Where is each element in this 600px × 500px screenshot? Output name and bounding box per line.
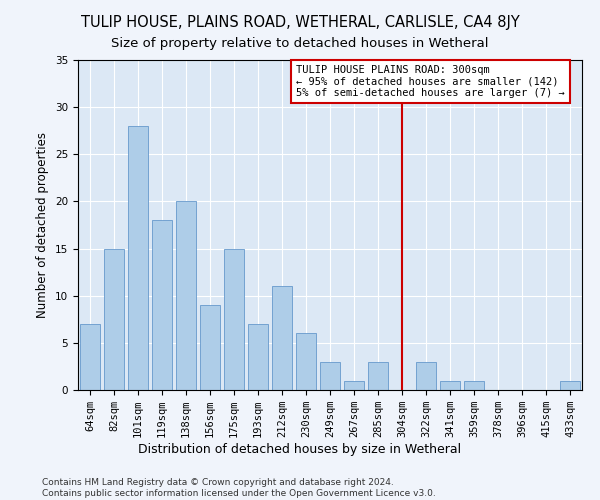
Bar (152, 220, 172, 390)
Bar (200, 305, 220, 390)
Bar (344, 380, 364, 390)
Bar (368, 362, 388, 390)
Bar (104, 248, 124, 390)
Bar (224, 248, 244, 390)
Bar (320, 362, 340, 390)
Bar (248, 324, 268, 390)
Bar (128, 126, 148, 390)
Y-axis label: Number of detached properties: Number of detached properties (37, 132, 49, 318)
Text: Contains HM Land Registry data © Crown copyright and database right 2024.
Contai: Contains HM Land Registry data © Crown c… (42, 478, 436, 498)
Text: Distribution of detached houses by size in Wetheral: Distribution of detached houses by size … (139, 442, 461, 456)
Bar (176, 202, 196, 390)
Text: TULIP HOUSE, PLAINS ROAD, WETHERAL, CARLISLE, CA4 8JY: TULIP HOUSE, PLAINS ROAD, WETHERAL, CARL… (80, 15, 520, 30)
Bar (80, 324, 100, 390)
Bar (440, 380, 460, 390)
Bar (464, 380, 484, 390)
Bar (560, 380, 580, 390)
Bar (272, 286, 292, 390)
Bar (296, 334, 316, 390)
Bar (416, 362, 436, 390)
Text: Size of property relative to detached houses in Wetheral: Size of property relative to detached ho… (111, 38, 489, 51)
Text: TULIP HOUSE PLAINS ROAD: 300sqm
← 95% of detached houses are smaller (142)
5% of: TULIP HOUSE PLAINS ROAD: 300sqm ← 95% of… (296, 64, 565, 98)
